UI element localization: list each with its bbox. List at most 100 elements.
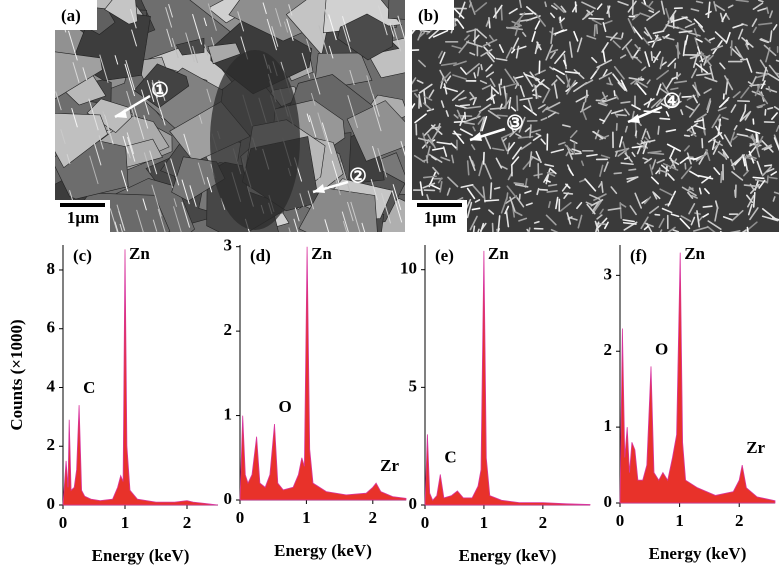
needle — [529, 228, 530, 233]
needle — [460, 105, 469, 106]
y-tick-label: 0 — [409, 494, 418, 513]
y-tick-label: 1 — [224, 404, 233, 423]
needle — [485, 200, 499, 201]
needle — [493, 224, 494, 236]
needle — [731, 41, 732, 55]
needle — [704, 130, 705, 135]
needle — [520, 14, 532, 15]
needle — [455, 122, 465, 123]
scale-label: 1μm — [424, 208, 456, 227]
y-tick-label: 2 — [224, 320, 233, 339]
needle — [629, 169, 636, 170]
needle — [572, 153, 581, 154]
needle — [702, 139, 703, 148]
peak-label: Zn — [488, 244, 509, 263]
needle — [468, 161, 469, 175]
peak-label: O — [279, 397, 292, 416]
spectrum-area — [425, 251, 590, 505]
needle — [501, 7, 502, 20]
y-tick-label: 2 — [47, 435, 56, 454]
x-axis-label: Energy (keV) — [459, 546, 557, 565]
x-tick-label: 2 — [369, 508, 378, 527]
x-tick-label: 1 — [675, 511, 684, 530]
y-tick-label: 2 — [604, 340, 613, 359]
y-tick-label: 6 — [47, 318, 56, 337]
x-tick-label: 2 — [735, 511, 744, 530]
spectrum-area — [620, 253, 775, 503]
needle — [756, 134, 757, 142]
x-tick-label: 1 — [302, 508, 311, 527]
needle — [530, 125, 531, 137]
needle — [491, 183, 492, 198]
x-tick-label: 0 — [616, 511, 625, 530]
needle — [507, 193, 508, 199]
needle — [687, 158, 698, 159]
marker-number: ① — [151, 80, 169, 102]
needle — [617, 115, 626, 116]
peak-label: C — [83, 378, 95, 397]
needle — [721, 172, 722, 182]
needle — [589, 18, 603, 19]
marker-number: ④ — [663, 91, 681, 113]
marker-number: ③ — [506, 113, 524, 135]
y-tick-label: 3 — [604, 264, 613, 283]
panel-label: (f) — [630, 246, 647, 265]
x-tick-label: 0 — [421, 513, 430, 532]
sem-image: (a) 1μm ① ② — [9, 0, 440, 265]
x-axis-label: Energy (keV) — [92, 546, 190, 565]
y-tick-label: 3 — [224, 236, 233, 255]
needle — [585, 96, 586, 102]
needle — [636, 131, 637, 135]
y-tick-label: 1 — [604, 416, 613, 435]
x-tick-label: 0 — [236, 508, 245, 527]
needle — [658, 126, 659, 134]
marker-number: ② — [349, 166, 367, 188]
needle — [594, 25, 595, 36]
peak-label: O — [655, 339, 668, 358]
peak-label: Zn — [311, 244, 332, 263]
needle — [622, 33, 623, 37]
peak-label: Zr — [746, 438, 765, 457]
needle — [721, 232, 733, 241]
needle — [685, 135, 690, 136]
peak-label: Zn — [684, 244, 705, 263]
needle — [768, 108, 773, 109]
panel-label: (c) — [73, 246, 92, 265]
x-tick-label: 1 — [121, 513, 130, 532]
needle — [614, 173, 621, 174]
panel-label: (d) — [250, 246, 271, 265]
needle — [517, 96, 518, 110]
y-tick-label: 0 — [47, 494, 56, 513]
x-tick-label: 2 — [183, 513, 192, 532]
x-axis-label: Energy (keV) — [649, 544, 747, 563]
peak-label: C — [444, 447, 456, 466]
x-axis-label: Energy (keV) — [274, 541, 372, 560]
needle — [597, 25, 598, 34]
needle — [651, 52, 652, 60]
needle — [631, 57, 637, 58]
panel-label: (e) — [435, 246, 454, 265]
needle — [481, 65, 482, 70]
porous-region — [210, 50, 300, 230]
scale-label: 1μm — [67, 208, 99, 227]
y-tick-label: 10 — [400, 259, 417, 278]
x-tick-label: 2 — [539, 513, 548, 532]
figure: (a)1μm①②(b)1μm③④02468012CZn(c)Energy (ke… — [0, 0, 779, 572]
needle — [660, 118, 669, 119]
needle — [765, 165, 772, 166]
y-tick-label: 8 — [47, 259, 56, 278]
x-tick-label: 0 — [59, 513, 68, 532]
needle — [475, 29, 476, 45]
needle — [614, 91, 615, 96]
y-tick-label: 5 — [409, 376, 418, 395]
panel-label: (a) — [61, 6, 81, 25]
peak-label: Zn — [129, 244, 150, 263]
needle — [545, 2, 546, 6]
x-tick-label: 1 — [480, 513, 489, 532]
needle — [536, 86, 537, 98]
y-tick-label: 0 — [224, 489, 233, 508]
needle — [753, 177, 764, 178]
y-tick-label: 4 — [47, 376, 56, 395]
needle — [767, 176, 768, 183]
sem-image: (b)1μm③④ — [408, 0, 779, 241]
